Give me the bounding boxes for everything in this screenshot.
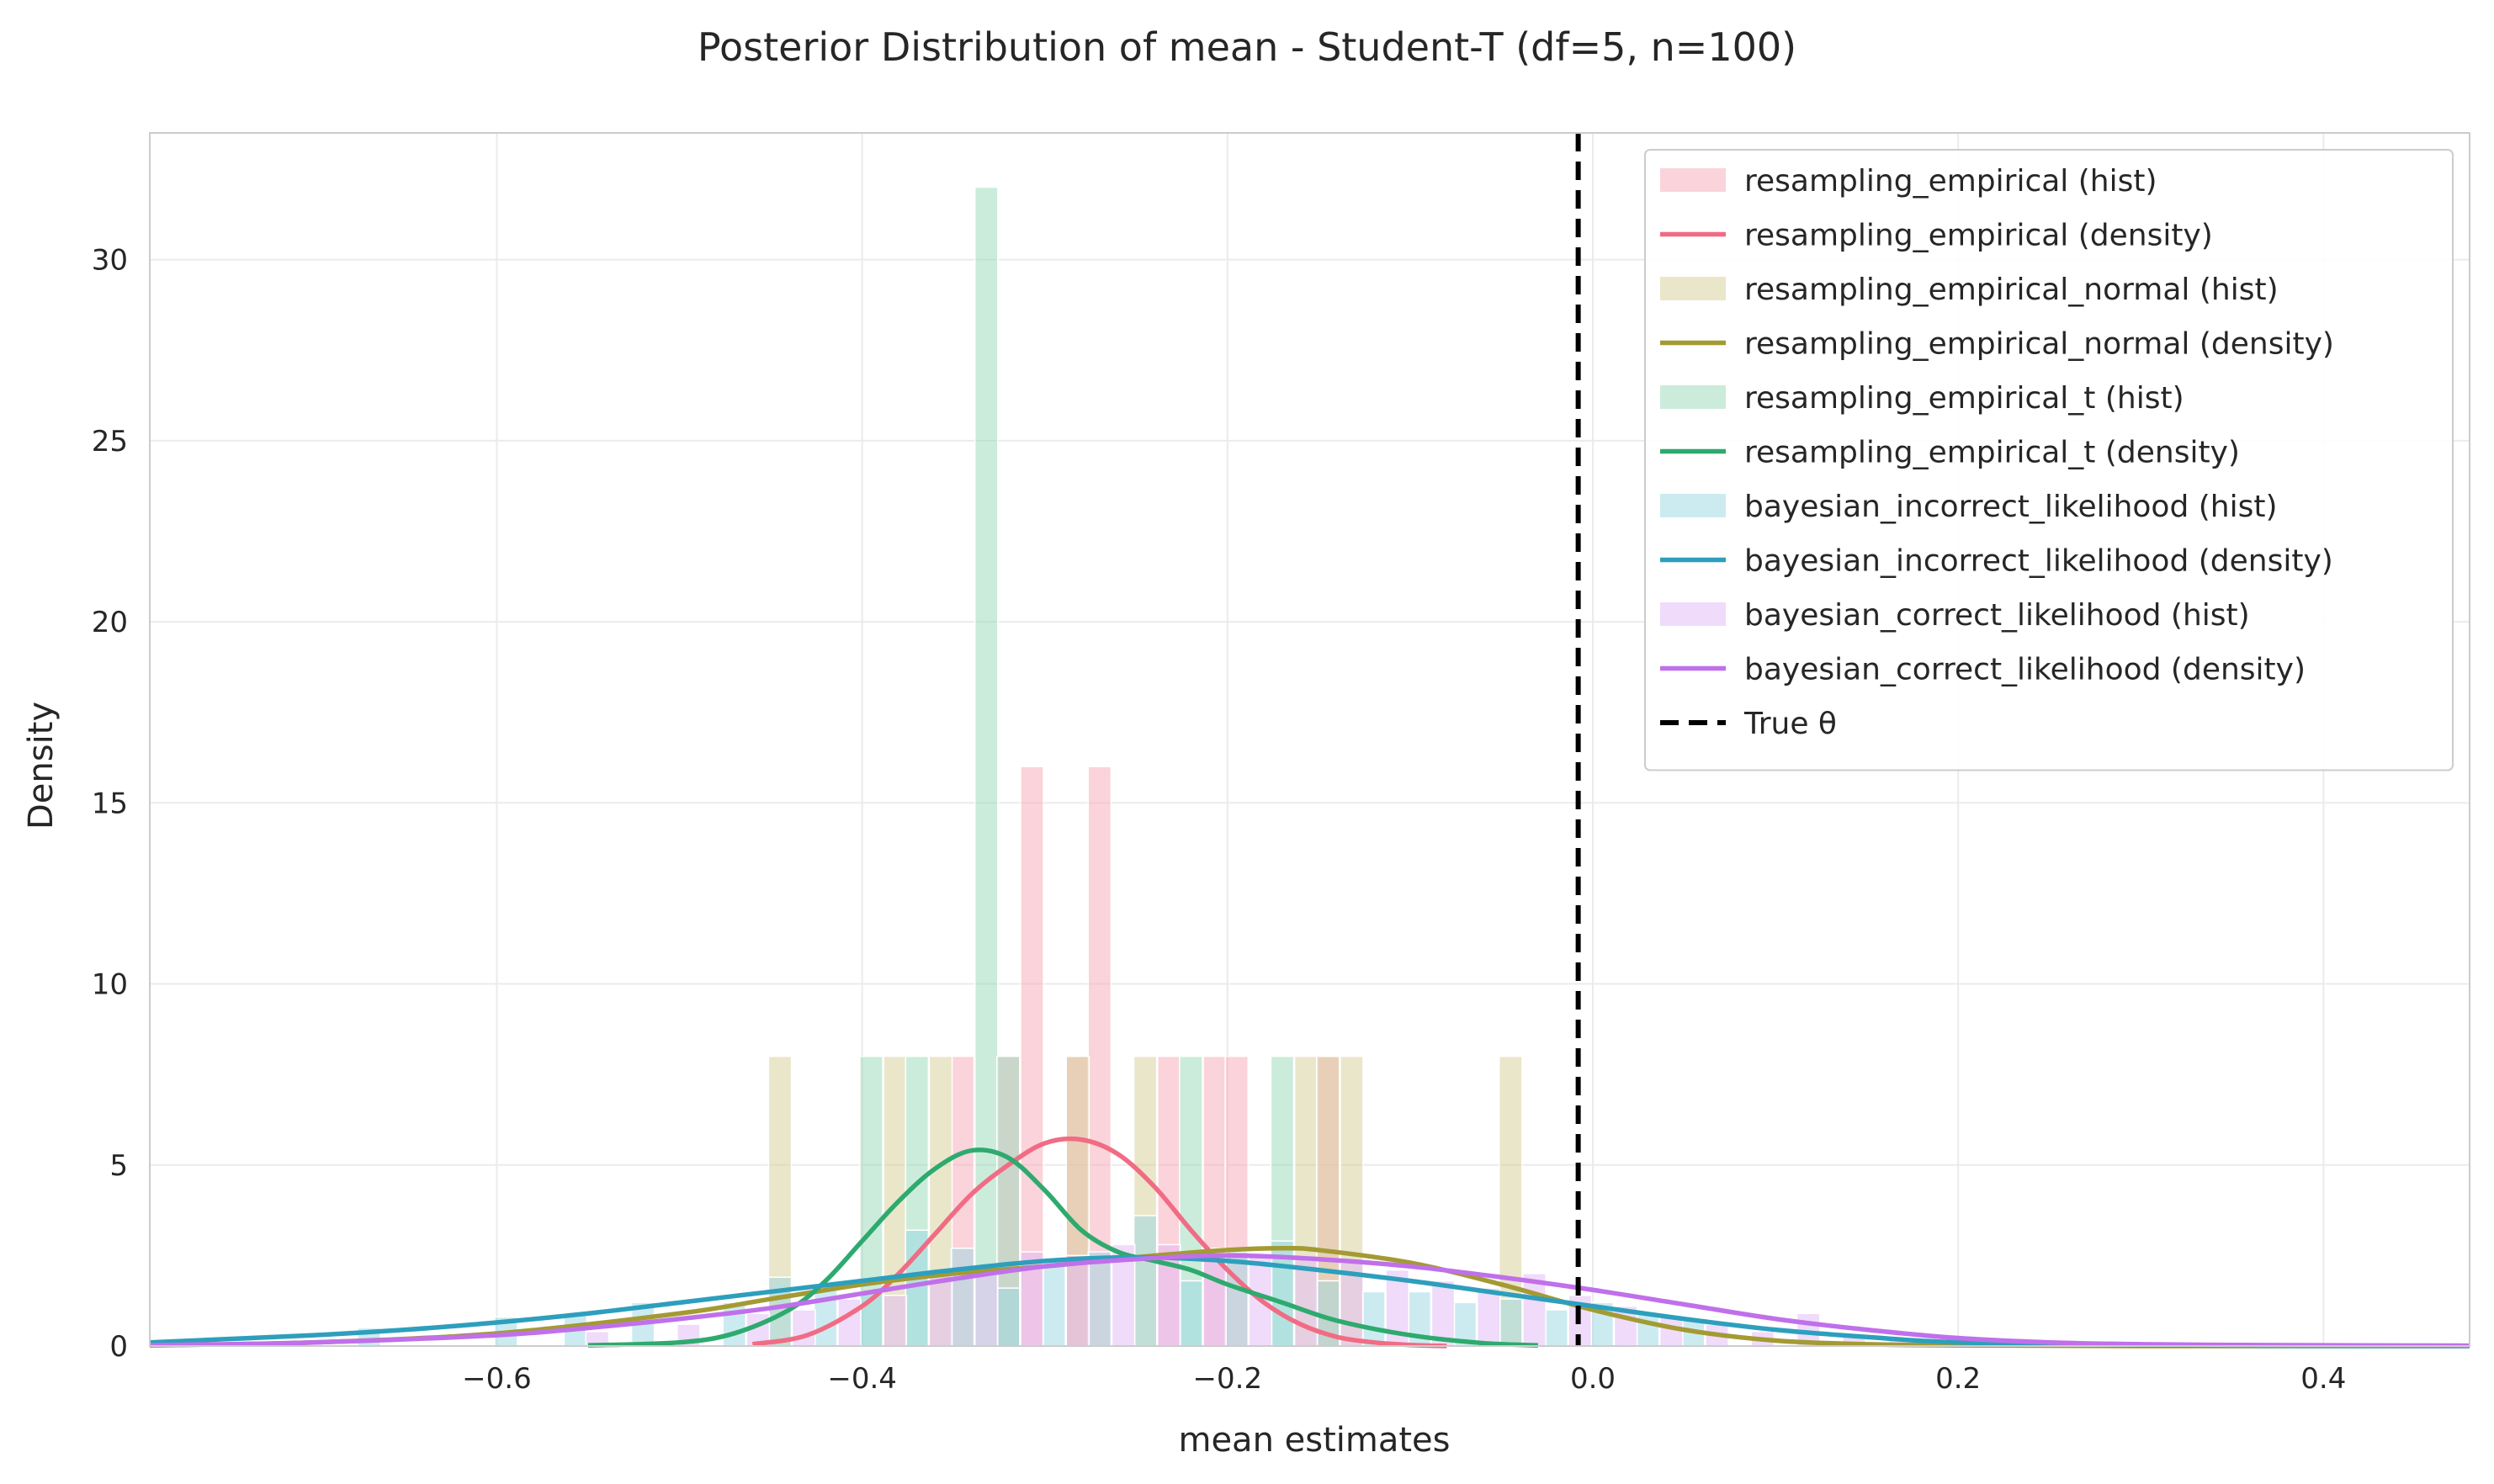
legend: resampling_empirical (hist) resampling_em… — [1644, 149, 2454, 771]
legend-label: bayesian_correct_likelihood (hist) — [1744, 598, 2250, 633]
y-tick-label: 25 — [92, 425, 128, 458]
legend-label: resampling_empirical_t (density) — [1744, 436, 2240, 470]
hist-bar — [950, 1248, 975, 1347]
hist-bar — [1133, 1215, 1158, 1347]
hist-bayesian_correct_likelihood — [585, 1243, 1913, 1347]
legend-swatch-hist — [1660, 277, 1726, 300]
legend-label: bayesian_correct_likelihood (density) — [1744, 653, 2306, 687]
hist-bar — [1087, 1251, 1112, 1347]
x-tick-label: −0.4 — [827, 1362, 897, 1396]
plot-frame — [149, 132, 2470, 1347]
legend-label: resampling_empirical_t (hist) — [1744, 381, 2184, 416]
x-axis-label: mean estimates — [1178, 1421, 1450, 1460]
density-resampling_empirical_t — [587, 1147, 1538, 1348]
hist-bar — [1202, 1248, 1227, 1347]
y-tick-label: 15 — [92, 787, 128, 820]
density-bayesian_incorrect_likelihood — [149, 1254, 2470, 1349]
y-tick-label: 10 — [92, 968, 128, 1002]
legend-box — [1644, 149, 2454, 771]
legend-label: resampling_empirical (hist) — [1744, 164, 2157, 199]
legend-swatch-hist — [1660, 602, 1726, 626]
legend-label: True θ — [1743, 707, 1837, 741]
hist-bar — [722, 1301, 746, 1347]
density-resampling_empirical_normal — [149, 1245, 2470, 1349]
y-axis-ticks: 0 5 10 15 20 25 30 — [92, 244, 128, 1364]
x-tick-label: 0.4 — [2300, 1362, 2346, 1396]
hist-bar — [995, 1287, 1021, 1347]
hist-bar — [1224, 1251, 1249, 1347]
x-tick-label: 0.2 — [1935, 1362, 1981, 1396]
hist-bar — [1293, 1258, 1319, 1347]
density-curves — [149, 1136, 2470, 1349]
y-tick-label: 30 — [92, 244, 128, 278]
hist-bar — [837, 1298, 862, 1347]
density-bayesian_correct_likelihood — [149, 1253, 2470, 1349]
density-resampling_empirical — [751, 1136, 1447, 1349]
hist-bar — [1522, 1273, 1547, 1347]
y-tick-label: 5 — [109, 1149, 128, 1183]
hist-bar — [1065, 1254, 1090, 1347]
histograms — [357, 186, 1913, 1347]
y-tick-label: 20 — [92, 606, 128, 639]
x-axis-ticks: −0.6 −0.4 −0.2 0.0 0.2 0.4 — [462, 1362, 2346, 1396]
legend-swatch-hist — [1660, 168, 1726, 192]
hist-bar — [1361, 1291, 1386, 1347]
hist-bar — [1544, 1309, 1568, 1347]
legend-label: resampling_empirical_normal (density) — [1744, 327, 2334, 362]
y-axis-label: Density — [22, 702, 61, 829]
x-tick-label: −0.6 — [462, 1362, 532, 1396]
hist-bar — [928, 1273, 953, 1347]
legend-swatch-hist — [1660, 385, 1726, 409]
legend-label: bayesian_incorrect_likelihood (hist) — [1744, 490, 2278, 524]
y-tick-label: 0 — [109, 1330, 128, 1364]
legend-label: resampling_empirical (density) — [1744, 219, 2213, 253]
chart-title: Posterior Distribution of mean - Student… — [698, 24, 1796, 70]
hist-bar — [1179, 1280, 1203, 1347]
hist-bar — [1635, 1312, 1660, 1347]
hist-bar — [1659, 1316, 1684, 1347]
hist-bar — [1042, 1258, 1066, 1347]
legend-label: bayesian_incorrect_likelihood (density) — [1744, 544, 2333, 579]
hist-bar — [974, 1265, 999, 1347]
hist-bar — [1476, 1287, 1501, 1347]
x-tick-label: 0.0 — [1570, 1362, 1616, 1396]
x-tick-label: −0.2 — [1193, 1362, 1263, 1396]
legend-label: resampling_empirical_normal (hist) — [1744, 273, 2279, 307]
hist-bar — [883, 1294, 908, 1347]
hist-bar — [1498, 1298, 1523, 1347]
hist-bar — [1020, 766, 1044, 1347]
legend-swatch-hist — [1660, 494, 1726, 517]
